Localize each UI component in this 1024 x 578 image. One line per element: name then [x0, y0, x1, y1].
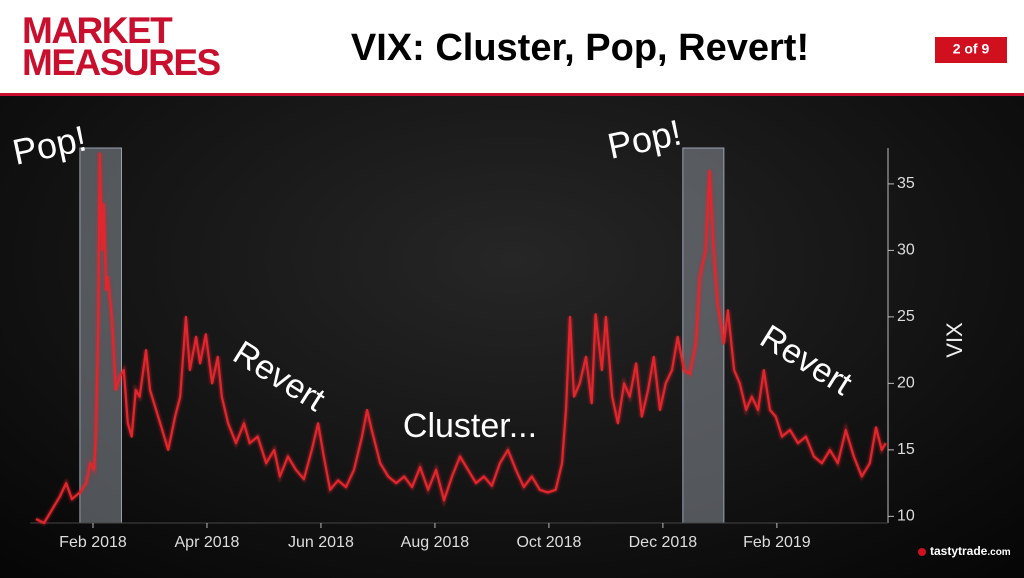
header-band — [0, 0, 1024, 94]
y-tick-label: 35 — [897, 175, 915, 192]
y-tick-label: 25 — [897, 308, 915, 325]
chart-title: VIX: Cluster, Pop, Revert! — [351, 27, 809, 69]
page-indicator — [935, 37, 1007, 63]
logo: tastytrade.com — [930, 544, 1011, 558]
annotation: Cluster... — [403, 407, 537, 445]
page-number: 2 of 9 — [953, 41, 990, 57]
x-tick-label: Feb 2018 — [59, 534, 127, 551]
brand: MARKET — [22, 10, 173, 51]
header-rule — [0, 93, 1024, 96]
x-tick-label: Apr 2018 — [175, 534, 240, 551]
x-tick-label: Feb 2019 — [743, 534, 811, 551]
brand: MEASURES — [22, 42, 221, 83]
y-tick-label: 30 — [897, 242, 915, 259]
x-tick-label: Oct 2018 — [516, 534, 581, 551]
y-tick-label: 15 — [897, 441, 915, 458]
x-tick-label: Aug 2018 — [401, 534, 470, 551]
line — [35, 152, 887, 525]
y-axis-label: VIX — [942, 322, 967, 358]
shaded-region — [682, 147, 725, 524]
x-tick-label: Dec 2018 — [629, 534, 698, 551]
x-tick-label: Jun 2018 — [288, 534, 354, 551]
y-tick-label: 10 — [897, 508, 915, 525]
y-tick-label: 20 — [897, 375, 915, 392]
logo-icon — [918, 548, 926, 556]
